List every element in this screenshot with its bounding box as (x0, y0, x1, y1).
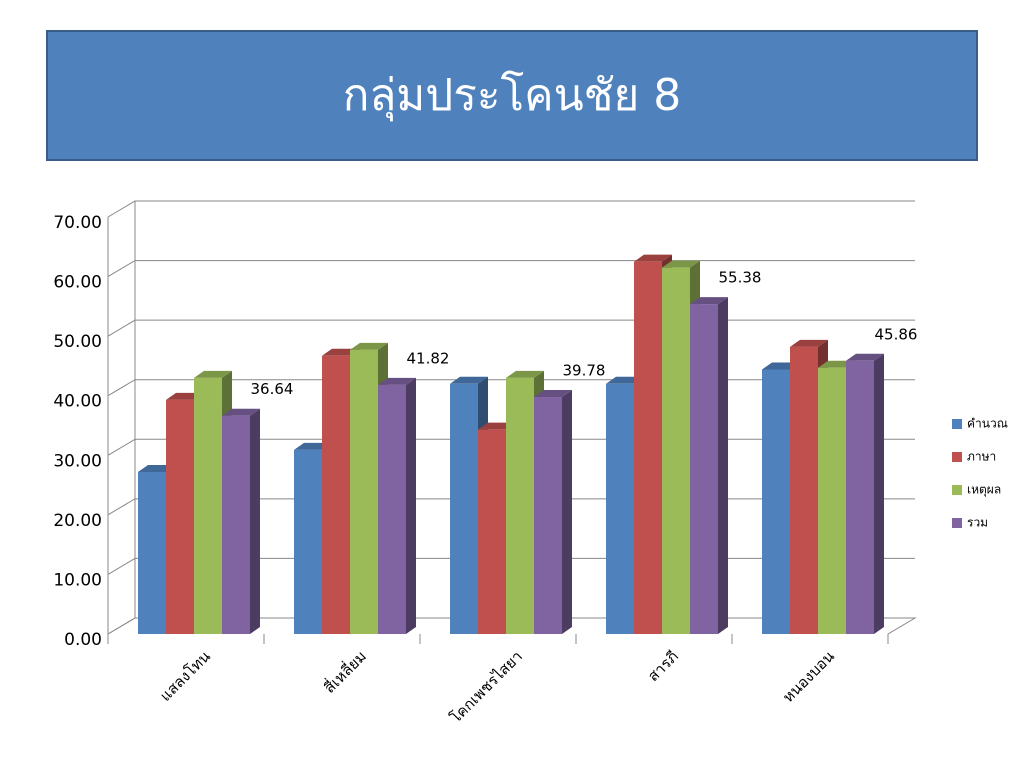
bar (478, 429, 506, 634)
bar (138, 471, 166, 634)
data-label: 39.78 (563, 362, 606, 380)
legend-swatch (952, 518, 962, 528)
bar (222, 415, 250, 634)
bar (846, 360, 874, 634)
bar (790, 346, 818, 634)
x-tick-label: หนองบอน (779, 647, 838, 706)
x-tick-label: แสลงโทน (156, 647, 214, 705)
bar (606, 383, 634, 634)
bar-side (406, 377, 416, 634)
bar (378, 384, 406, 634)
x-tick-label: สารภี (644, 647, 682, 685)
bar-top (506, 370, 544, 378)
bar-top (662, 260, 700, 268)
bar (762, 369, 790, 634)
bar-top (450, 376, 488, 384)
bar (194, 377, 222, 634)
y-tick-label: 70.00 (53, 213, 102, 233)
data-label: 41.82 (407, 349, 450, 367)
bar-top (350, 342, 388, 350)
bar-top (790, 339, 828, 347)
data-label: 55.38 (719, 269, 762, 287)
bar-side (562, 390, 572, 634)
bar (450, 383, 478, 634)
bar (662, 267, 690, 634)
grid-line (107, 260, 915, 278)
bar (294, 449, 322, 634)
bar-top (634, 254, 672, 262)
x-tick-label: โคกเพชรไสยา (447, 647, 526, 726)
bar-side (874, 353, 884, 634)
data-label: 36.64 (251, 380, 294, 398)
legend-label: รวม (967, 516, 988, 530)
grid-line (107, 200, 915, 218)
bar-top (534, 390, 572, 398)
legend-label: เหตุผล (967, 483, 1001, 498)
y-tick-label: 40.00 (53, 392, 102, 412)
data-label: 45.86 (875, 325, 918, 343)
bar (506, 377, 534, 634)
bar-top (194, 370, 232, 378)
bar (818, 367, 846, 634)
legend-label: คำนวณ (967, 417, 1008, 431)
bar-side (718, 297, 728, 634)
legend-swatch (952, 419, 962, 429)
x-tick-label: สี่เหลี่ยม (319, 646, 370, 697)
bar (322, 355, 350, 634)
bar-top (846, 353, 884, 361)
bar-top (690, 297, 728, 305)
y-tick-label: 30.00 (53, 451, 102, 471)
y-tick-label: 0.00 (64, 630, 102, 650)
bar (690, 304, 718, 634)
bar-top (378, 377, 416, 385)
slide-title: กลุ่มประโคนชัย 8 (343, 70, 682, 122)
grid-line (107, 319, 915, 337)
y-tick-label: 60.00 (53, 273, 102, 293)
bar-side (250, 408, 260, 634)
y-tick-label: 50.00 (53, 332, 102, 352)
bar (534, 397, 562, 634)
bar (634, 261, 662, 634)
y-tick-label: 10.00 (53, 570, 102, 590)
legend-label: ภาษา (967, 450, 996, 464)
y-tick-label: 20.00 (53, 511, 102, 531)
legend-swatch (952, 485, 962, 495)
legend-swatch (952, 452, 962, 462)
bar-top (222, 408, 260, 416)
title-banner (46, 30, 978, 161)
bar (166, 399, 194, 634)
bar (350, 349, 378, 634)
